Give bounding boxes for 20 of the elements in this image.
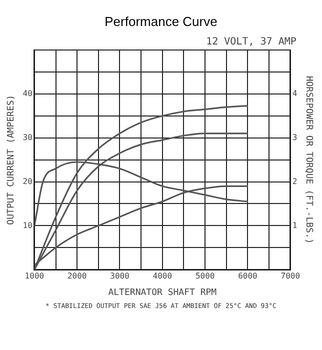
x-axis-title: ALTERNATOR SHAFT RPM <box>108 288 218 298</box>
y-tick-label: 40 <box>22 89 33 98</box>
y-tick-label: 10 <box>22 220 33 230</box>
y2-tick-label: 4 <box>292 89 298 98</box>
y2-tick-label: 1 <box>292 220 298 230</box>
x-tick-label: 7000 <box>280 271 300 280</box>
chart-title: Performance Curve <box>104 14 218 31</box>
x-tick-label: 2000 <box>67 271 87 280</box>
y2-axis-title: HORSEPOWER OR TORQUE (FT.-LBS.) <box>303 76 314 244</box>
x-tick-label: 4000 <box>152 271 172 280</box>
y2-tick-label: 3 <box>292 132 298 142</box>
y-tick-label: 30 <box>22 132 33 142</box>
x-tick-label: 1000 <box>24 271 44 280</box>
y-axis-title: OUTPUT CURRENT (AMPERES) <box>6 94 17 225</box>
x-tick-label: 5000 <box>195 271 215 280</box>
y2-tick-label: 2 <box>292 176 298 186</box>
y-tick-label: 20 <box>22 176 33 186</box>
chart-subtitle: 12 VOLT, 37 AMP <box>206 36 296 48</box>
x-tick-label: 6000 <box>238 271 258 280</box>
x-tick-label: 3000 <box>110 271 130 280</box>
